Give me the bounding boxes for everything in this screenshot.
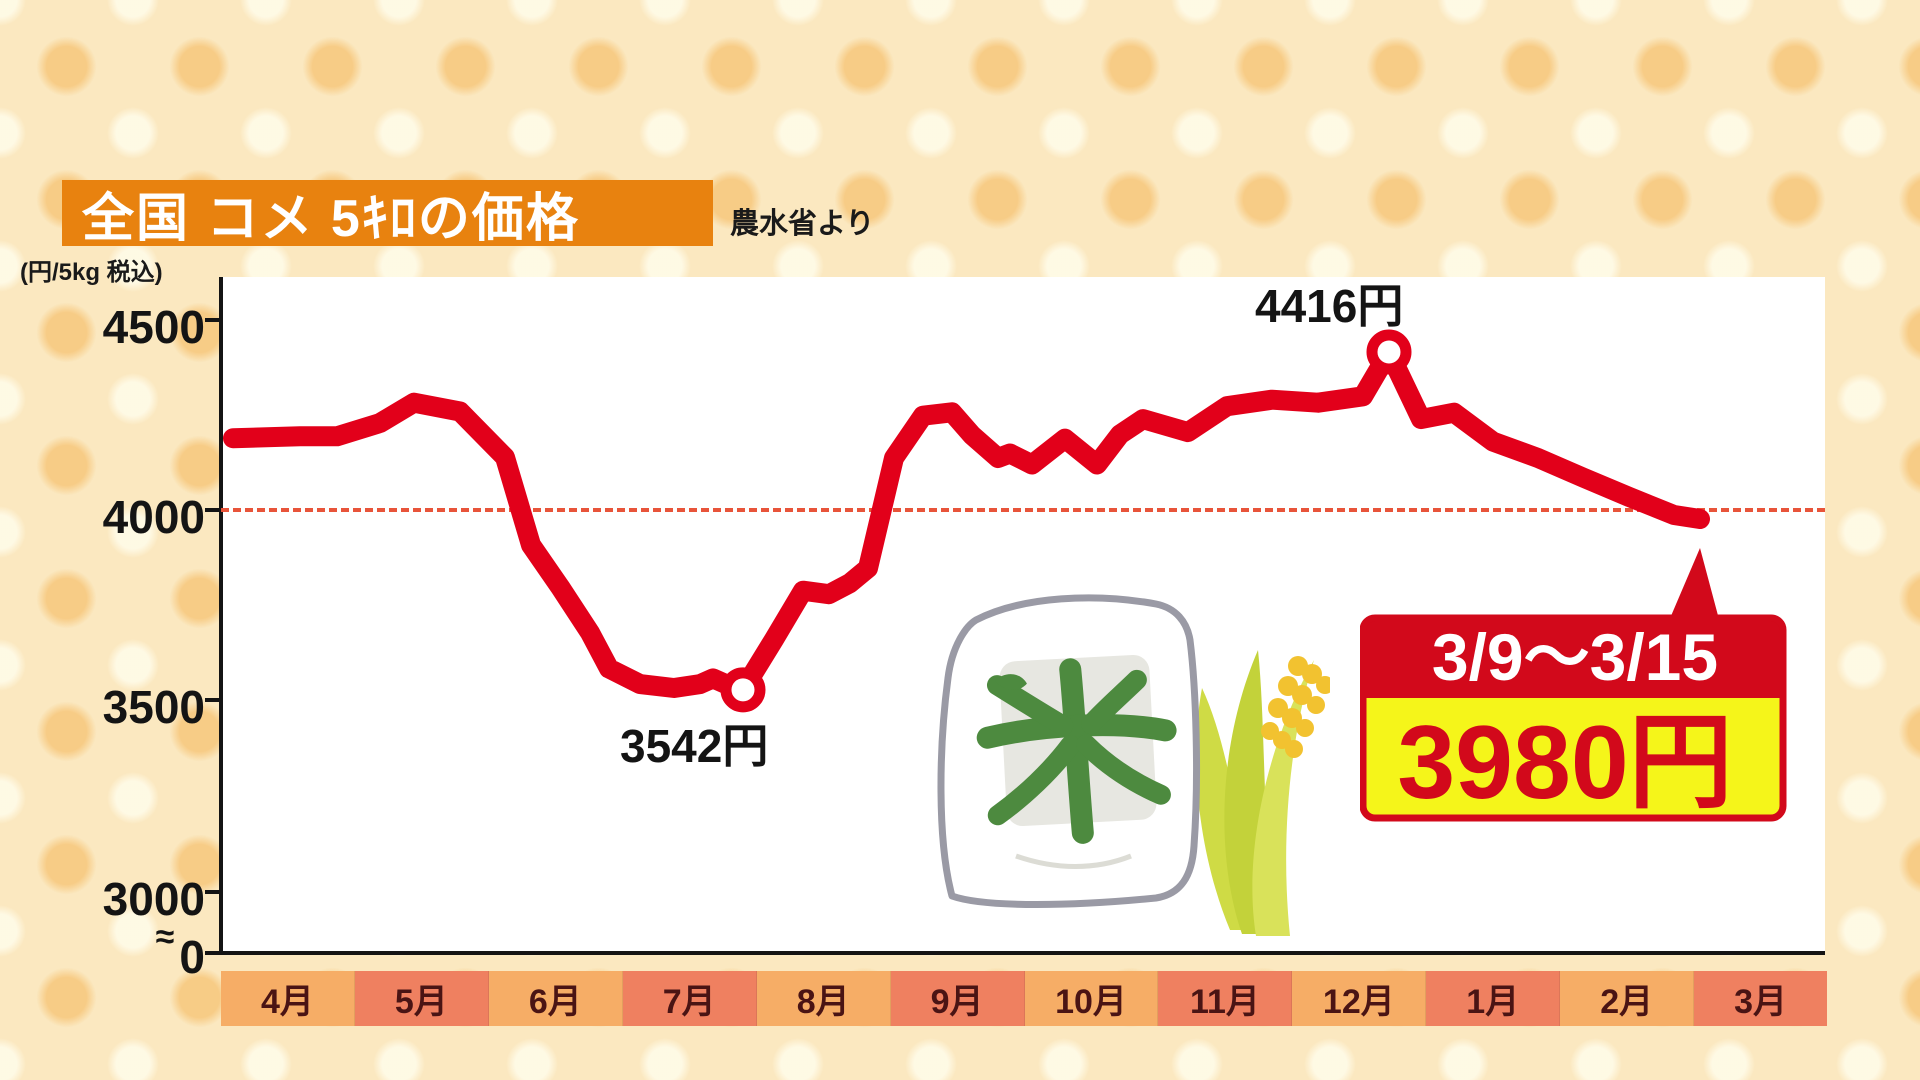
svg-text:3980円: 3980円 [1397,705,1732,821]
svg-text:3/9～3/15: 3/9～3/15 [1432,620,1718,694]
